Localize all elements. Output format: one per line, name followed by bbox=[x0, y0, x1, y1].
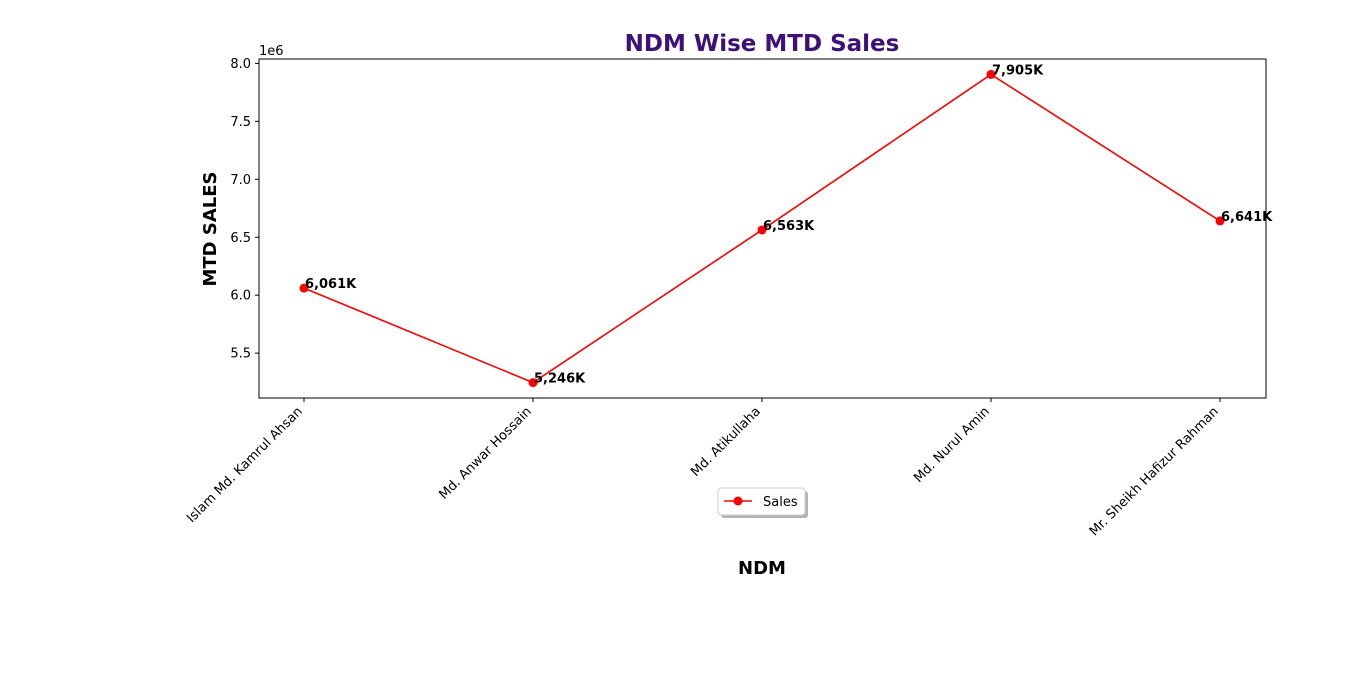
data-point-sales bbox=[299, 283, 309, 293]
data-label: 7,905K bbox=[992, 63, 1044, 78]
plot-area: 5.5 6.0 6.5 7.0 7.5 8.0 Islam Md. Kamrul Ahsan… bbox=[184, 57, 1273, 539]
legend-box bbox=[717, 487, 806, 516]
data-label: 6,061K bbox=[305, 277, 357, 292]
y-tick-label: 5.5 bbox=[230, 347, 251, 362]
data-point-sales bbox=[757, 225, 767, 235]
y-tick-label: 8.0 bbox=[230, 57, 251, 72]
y-tick-label: 7.5 bbox=[230, 115, 251, 130]
data-point-sales bbox=[528, 378, 538, 388]
data-point-sales bbox=[1215, 216, 1225, 226]
x-tick-label: Md. Nurul Amin bbox=[911, 404, 993, 486]
y-axis-label: MTD SALES bbox=[200, 171, 221, 286]
x-tick-label: Md. Atikullaha bbox=[688, 404, 764, 480]
data-label: 6,641K bbox=[1221, 210, 1273, 225]
data-label: 5,246K bbox=[534, 372, 586, 387]
y-tick-label: 7.0 bbox=[230, 173, 251, 188]
legend-marker-swatch bbox=[733, 496, 743, 506]
x-tick-label: Md. Anwar Hossain bbox=[437, 404, 535, 502]
legend: Sales bbox=[717, 487, 808, 518]
legend-label-sales: Sales bbox=[763, 495, 798, 510]
x-axis-label: NDM bbox=[738, 558, 786, 579]
y-axis-offset-label: 1e6 bbox=[259, 44, 284, 59]
y-tick-label: 6.0 bbox=[230, 289, 251, 304]
x-tick-label: Mr. Sheikh Hafizur Rahman bbox=[1087, 404, 1222, 539]
chart-title: NDM Wise MTD Sales bbox=[625, 31, 900, 57]
data-point-sales bbox=[986, 69, 996, 79]
x-tick-label: Islam Md. Kamrul Ahsan bbox=[184, 404, 306, 526]
y-tick-label: 6.5 bbox=[230, 231, 251, 246]
data-label: 6,563K bbox=[763, 219, 815, 234]
